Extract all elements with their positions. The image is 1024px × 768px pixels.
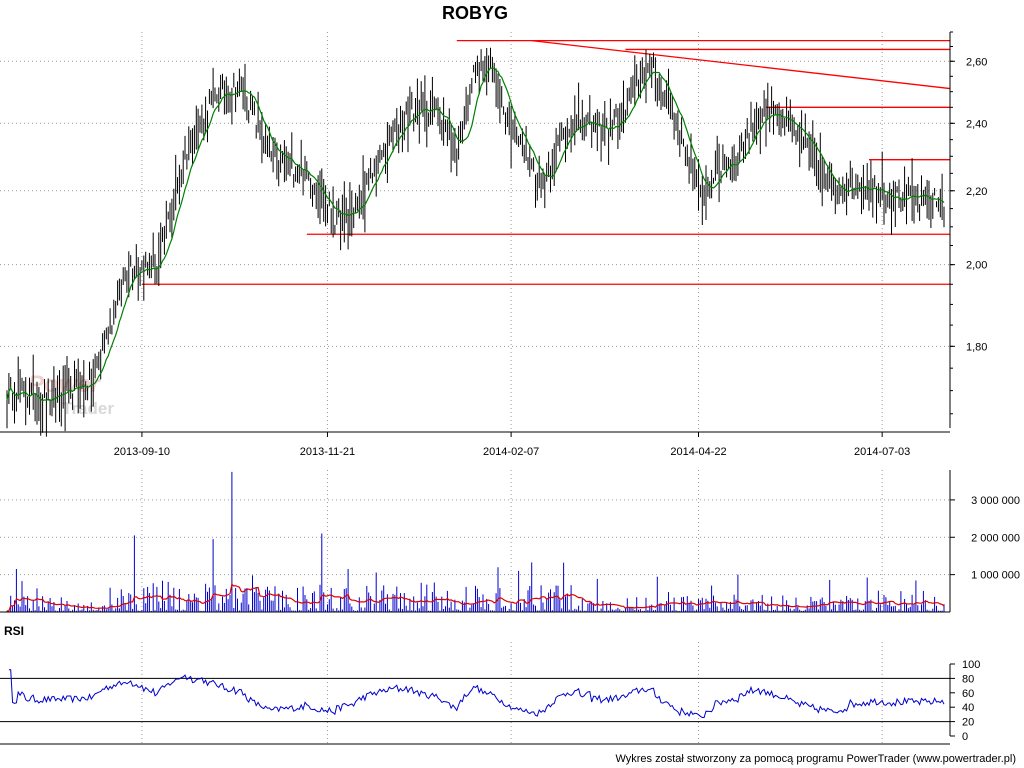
volume-tick-label: 2 000 000 — [971, 532, 1020, 544]
support-resistance-lines — [141, 40, 951, 285]
volume-y-axis: 1 000 000 2 000 000 3 000 000 — [0, 470, 1020, 613]
price-tick-label: 1,80 — [966, 341, 987, 353]
chart-title: ROBYG — [442, 3, 508, 23]
rsi-tick-label: 0 — [962, 731, 968, 743]
price-ohlc-bars — [6, 47, 945, 437]
rsi-y-axis: 0 20 40 60 80 100 — [0, 659, 980, 745]
support-resistance-line — [531, 40, 951, 90]
rsi-tick-label: 60 — [962, 688, 974, 700]
rsi-line — [8, 669, 945, 718]
date-x-axis: 2013-09-10 2013-11-21 2014-02-07 2014-04-22… — [0, 431, 950, 458]
price-moving-average — [6, 67, 945, 402]
footer-credit: Wykres został stworzony za pomocą progra… — [615, 753, 1016, 765]
date-tick-label: 2013-11-21 — [300, 446, 355, 458]
price-tick-label: 2,20 — [966, 186, 987, 198]
price-grid — [0, 32, 950, 432]
price-tick-label: 2,40 — [966, 118, 987, 130]
rsi-tick-label: 80 — [962, 673, 974, 685]
rsi-tick-label: 20 — [962, 717, 974, 729]
volume-tick-label: 1 000 000 — [971, 570, 1020, 582]
date-tick-label: 2013-09-10 — [114, 446, 170, 458]
rsi-tick-label: 100 — [962, 659, 980, 671]
rsi-grid — [0, 642, 950, 744]
price-tick-label: 2,60 — [966, 56, 987, 68]
watermark-trader: Trader — [62, 399, 114, 418]
date-tick-label: 2014-07-03 — [854, 446, 910, 458]
rsi-tick-label: 40 — [962, 702, 974, 714]
price-y-axis: 1,80 2,00 2,20 2,40 2,60 — [949, 31, 987, 428]
date-tick-label: 2014-02-07 — [483, 446, 539, 458]
volume-average-line — [6, 583, 945, 612]
price-tick-label: 2,00 — [966, 260, 987, 272]
date-tick-label: 2014-04-22 — [670, 446, 726, 458]
volume-tick-label: 3 000 000 — [971, 495, 1020, 507]
rsi-label: RSI — [4, 624, 24, 638]
